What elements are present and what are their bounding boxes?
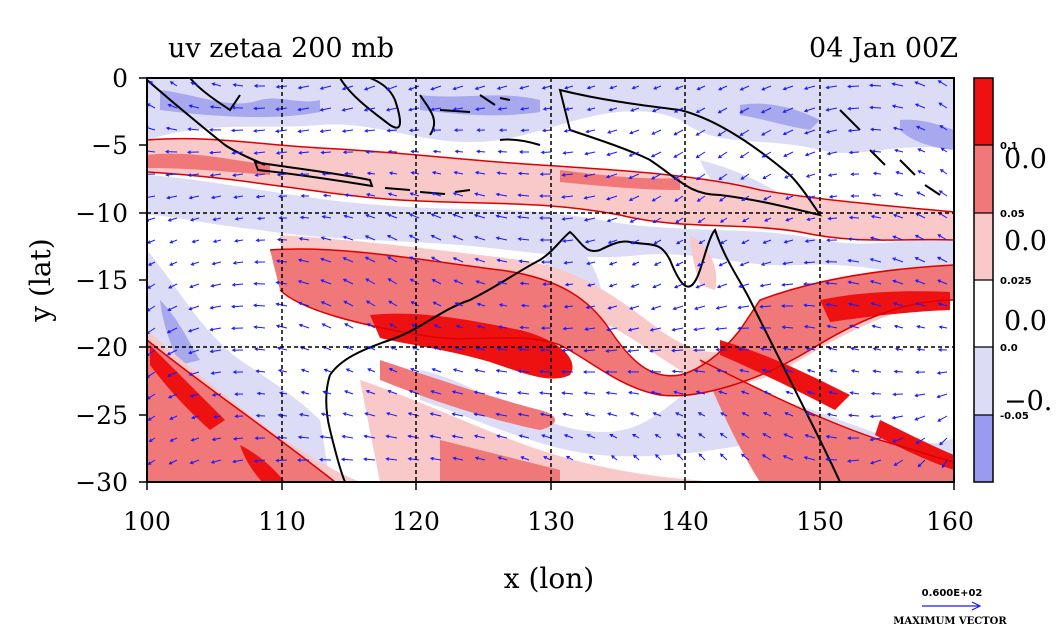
lat-lon-gridlines bbox=[147, 78, 954, 482]
title-left: uv zetaa 200 mb bbox=[168, 33, 394, 64]
x-tick-label: 110 bbox=[258, 507, 306, 536]
x-tick-labels: 100 110 120 130 140 150 160 bbox=[123, 507, 974, 536]
colorbar-swatch-3 bbox=[974, 280, 993, 347]
y-tick-label: −25 bbox=[75, 401, 128, 430]
colorbar-boundary-label: 0.025 bbox=[1000, 276, 1032, 287]
map-plot-area bbox=[147, 78, 954, 482]
colorbar: 0.1 0.05 0.025 0.0 -0.05 0.0 0.0 0.0 −0. bbox=[973, 77, 1052, 483]
max-vector-value: 0.600E+02 bbox=[922, 588, 983, 599]
x-tick-label: 100 bbox=[123, 507, 171, 536]
max-vector-legend: 0.600E+02 MAXIMUM VECTOR bbox=[893, 588, 1007, 627]
colorbar-boundary-label: 0.0 bbox=[1000, 343, 1018, 354]
colorbar-swatch-1 bbox=[974, 145, 993, 213]
colorbar-large-label: 0.0 bbox=[1004, 306, 1047, 337]
y-tick-label: 0 bbox=[112, 64, 128, 93]
max-vector-label: MAXIMUM VECTOR bbox=[893, 616, 1007, 627]
strong-positive-vorticity-regions bbox=[150, 291, 954, 482]
x-tick-label: 140 bbox=[661, 507, 709, 536]
colorbar-large-label: 0.0 bbox=[1004, 226, 1047, 257]
y-tick-label: −10 bbox=[75, 199, 128, 228]
colorbar-swatch-2 bbox=[974, 213, 993, 280]
colorbar-swatch-4 bbox=[974, 347, 993, 415]
x-tick-label: 120 bbox=[392, 507, 440, 536]
x-tick-label: 130 bbox=[527, 507, 575, 536]
wind-vector-field bbox=[147, 80, 948, 469]
colorbar-swatch-0 bbox=[974, 78, 993, 145]
colorbar-boundary-label: 0.05 bbox=[1000, 209, 1025, 220]
x-tick-label: 160 bbox=[926, 507, 974, 536]
colorbar-boundary-label: -0.05 bbox=[1000, 411, 1029, 422]
x-tick-label: 150 bbox=[796, 507, 844, 536]
colorbar-large-label: 0.0 bbox=[1004, 144, 1047, 175]
title-right: 04 Jan 00Z bbox=[809, 33, 958, 64]
x-axis-label: x (lon) bbox=[504, 562, 594, 595]
y-tick-label: −5 bbox=[91, 131, 128, 160]
y-tick-label: −20 bbox=[75, 333, 128, 362]
y-tick-labels: 0 −5 −10 −15 −20 −25 −30 bbox=[75, 64, 128, 497]
colorbar-large-label: −0. bbox=[1004, 386, 1052, 417]
colorbar-swatch-5 bbox=[974, 415, 993, 482]
y-tick-label: −30 bbox=[75, 468, 128, 497]
wind-vectors bbox=[147, 80, 948, 469]
y-tick-label: −15 bbox=[75, 266, 128, 295]
colorbar-boundary-label: 0.1 bbox=[1000, 141, 1018, 152]
strong-negative-vorticity-regions bbox=[160, 90, 954, 365]
y-axis-label: y (lat) bbox=[24, 238, 57, 322]
axis-ticks bbox=[139, 77, 955, 490]
